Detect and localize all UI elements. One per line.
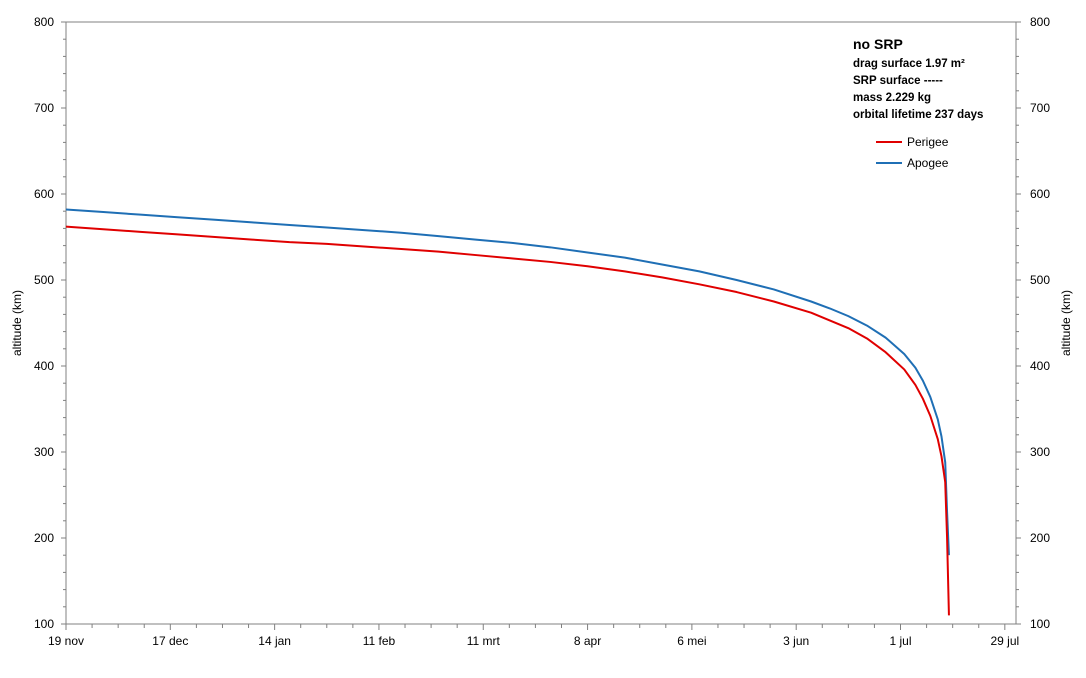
y-tick-label-left: 200	[34, 531, 54, 545]
y-tick-label-left: 300	[34, 445, 54, 459]
plot-area	[65, 21, 1017, 625]
series-group	[65, 208, 950, 616]
y-tick-label-right: 300	[1030, 445, 1050, 459]
legend-label-apogee: Apogee	[907, 156, 949, 170]
x-tick-label: 19 nov	[48, 634, 84, 648]
annotation-line-srp: SRP surface -----	[853, 75, 943, 87]
x-tick-label: 29 jul	[990, 634, 1019, 648]
y-axis-left: 100 200 300 400 500 600 700 800	[34, 15, 66, 631]
x-tick-label: 1 jul	[890, 634, 912, 648]
legend: Perigee Apogee	[876, 135, 949, 170]
y-tick-label-right: 400	[1030, 359, 1050, 373]
x-tick-label: 14 jan	[258, 634, 291, 648]
x-tick-label: 3 jun	[783, 634, 809, 648]
annotation-box: no SRP drag surface 1.97 m² SRP surface …	[853, 36, 983, 121]
series-line-apogee	[65, 208, 950, 556]
y-tick-label-left: 600	[34, 187, 54, 201]
y-tick-label-right: 200	[1030, 531, 1050, 545]
y-tick-label-left: 100	[34, 617, 54, 631]
x-tick-label: 17 dec	[152, 634, 188, 648]
x-tick-label: 11 feb	[363, 634, 396, 648]
y-tick-label-left: 400	[34, 359, 54, 373]
y-tick-label-right: 600	[1030, 187, 1050, 201]
annotation-line-drag: drag surface 1.97 m²	[853, 58, 965, 70]
y-axis-title-left: altitude (km)	[10, 290, 24, 356]
legend-label-perigee: Perigee	[907, 135, 949, 149]
y-axis-title-right: altitude (km)	[1059, 290, 1073, 356]
annotation-line-mass: mass 2.229 kg	[853, 92, 931, 104]
y-tick-label-left: 800	[34, 15, 54, 29]
y-tick-label-left: 500	[34, 273, 54, 287]
y-tick-label-right: 700	[1030, 101, 1050, 115]
x-axis: 19 nov 17 dec 14 jan 11 feb 11 mrt 8 apr 6 mei…	[48, 624, 1019, 648]
x-tick-label: 11 mrt	[467, 634, 501, 648]
y-axis-right: 100 200 300 400 500 600 700 800	[1016, 15, 1050, 631]
x-tick-label: 8 apr	[574, 634, 601, 648]
y-tick-label-right: 100	[1030, 617, 1050, 631]
y-tick-label-right: 500	[1030, 273, 1050, 287]
y-tick-label-left: 700	[34, 101, 54, 115]
annotation-title: no SRP	[853, 36, 903, 52]
series-line-perigee	[65, 225, 950, 616]
x-tick-label: 6 mei	[677, 634, 706, 648]
y-tick-label-right: 800	[1030, 15, 1050, 29]
annotation-line-lifetime: orbital lifetime 237 days	[853, 109, 983, 121]
